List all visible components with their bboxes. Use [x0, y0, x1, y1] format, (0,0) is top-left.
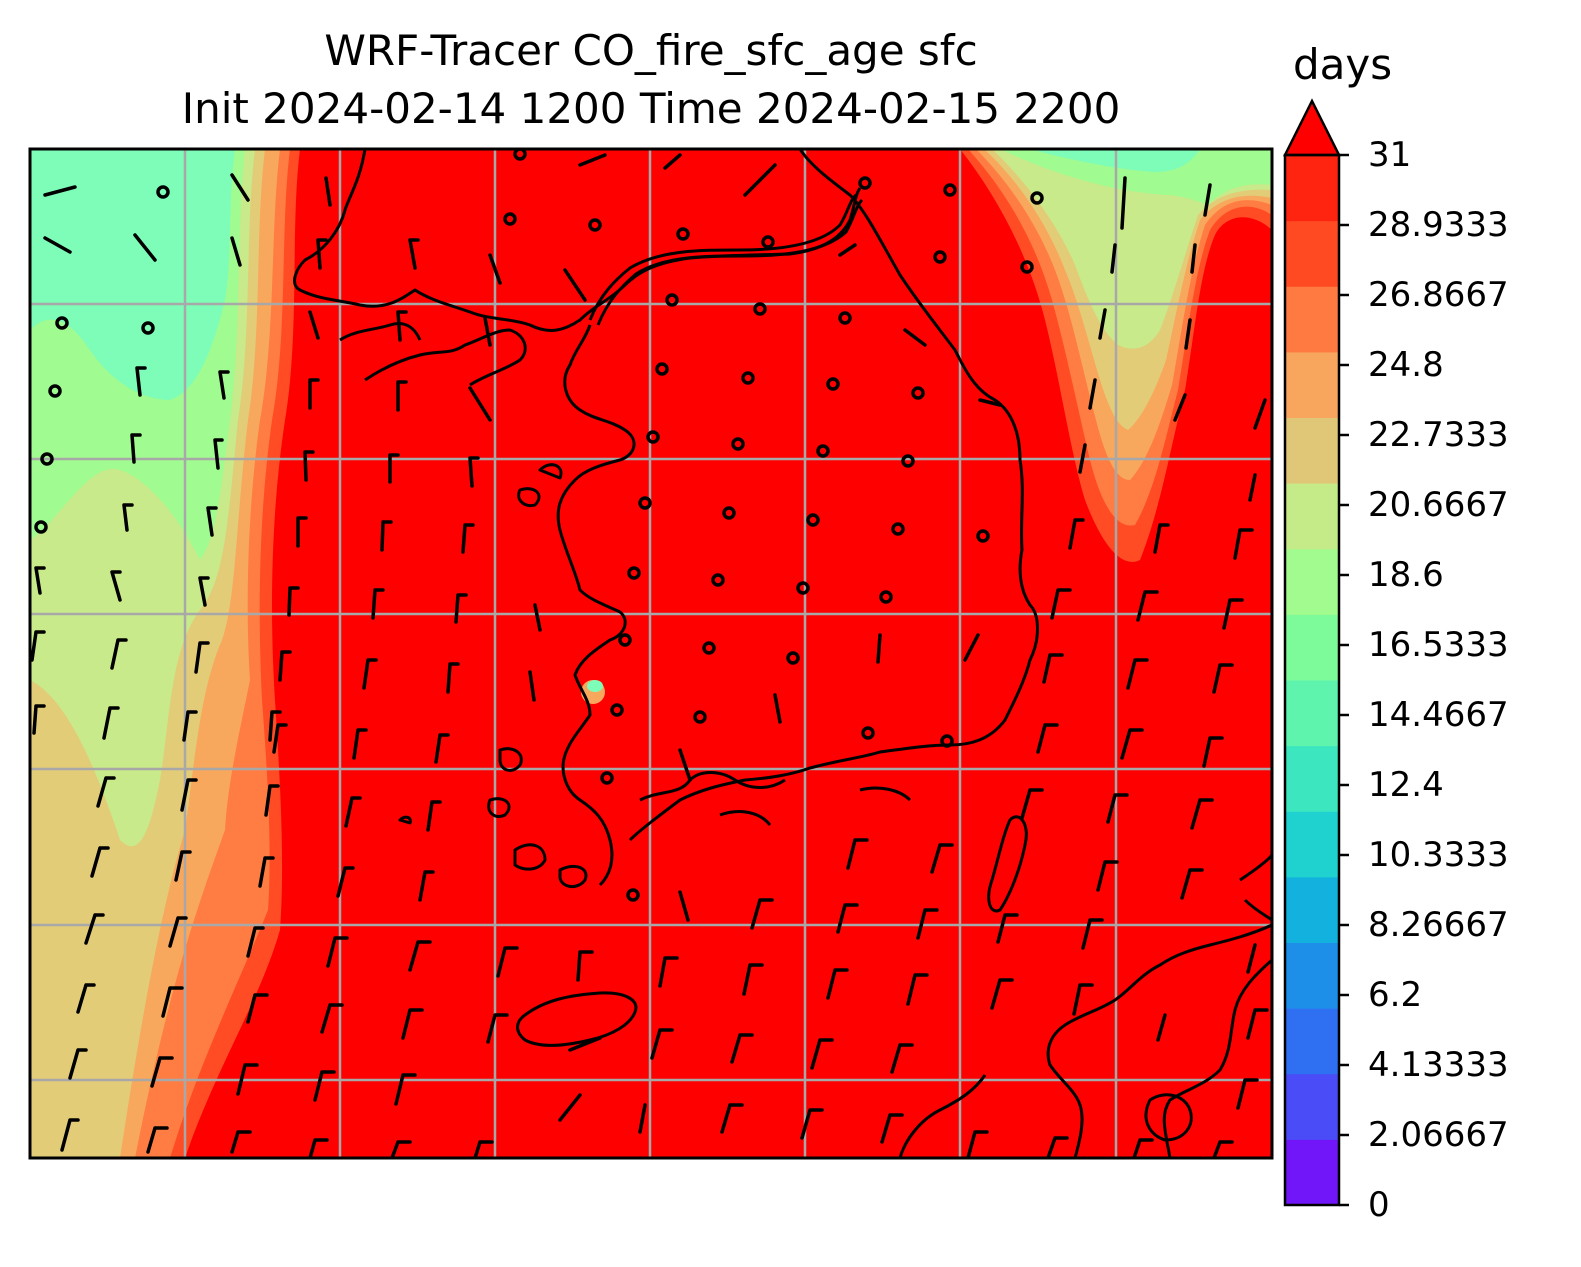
colorbar-tick-label: 16.5333: [1368, 625, 1509, 665]
colorbar-tick-label: 26.8667: [1368, 275, 1509, 315]
colorbar-segment: [1285, 614, 1339, 681]
colorbar-units-label: days: [1293, 40, 1393, 89]
colorbar-segment: [1285, 1073, 1339, 1140]
plot-title-line1: WRF-Tracer CO_fire_sfc_age sfc: [324, 26, 978, 75]
colorbar-segments: [1285, 155, 1339, 1206]
colorbar-tick-label: 28.9333: [1368, 205, 1509, 245]
colorbar-segment: [1285, 942, 1339, 1009]
plot-title-line2: Init 2024-02-14 1200 Time 2024-02-15 220…: [181, 84, 1121, 133]
colorbar-extend-max-arrow: [1282, 98, 1342, 157]
colorbar-segment: [1285, 745, 1339, 812]
colorbar-segment: [1285, 876, 1339, 943]
colorbar-tick-label: 4.13333: [1368, 1045, 1509, 1085]
colorbar-tick-label: 22.7333: [1368, 415, 1509, 455]
colorbar-segment: [1285, 417, 1339, 484]
colorbar-ticks: [1339, 153, 1349, 1207]
colorbar-tick-label: 10.3333: [1368, 835, 1509, 875]
colorbar-tick-label: 18.6: [1368, 555, 1444, 595]
colorbar-tick-label: 24.8: [1368, 345, 1444, 385]
colorbar-tick-label: 31: [1368, 135, 1412, 175]
colorbar-tick-label: 0: [1368, 1185, 1390, 1225]
colorbar-tick-label: 20.6667: [1368, 485, 1509, 525]
colorbar-segment: [1285, 155, 1339, 222]
colorbar-segment: [1285, 811, 1339, 878]
colorbar-segment: [1285, 680, 1339, 747]
colorbar-segment: [1285, 351, 1339, 418]
colorbar-segment: [1285, 1008, 1339, 1075]
colorbar-segment: [1285, 286, 1339, 353]
map-frame: [28, 147, 1274, 1160]
age-anomaly-spot-core: [587, 680, 603, 692]
colorbar-tick-label: 6.2: [1368, 975, 1423, 1015]
coastlines: [293, 149, 1272, 1158]
colorbar-tick-label: 2.06667: [1368, 1115, 1509, 1155]
colorbar-segment: [1285, 220, 1339, 287]
calm-wind-circles: [34, 149, 1044, 902]
colorbar-segment: [1285, 548, 1339, 615]
colorbar-tick-label: 8.26667: [1368, 905, 1509, 945]
colorbar-tick-label: 14.4667: [1368, 695, 1509, 735]
map-gridlines: [30, 149, 1272, 1158]
colorbar-segment: [1285, 483, 1339, 550]
age-band-16-18-east: [1000, 149, 1272, 205]
colorbar-frame: [1283, 153, 1341, 1207]
wind-barbs: [30, 153, 1269, 1158]
colorbar-tick-label: 12.4: [1368, 765, 1444, 805]
colorbar-segment: [1285, 1139, 1339, 1206]
